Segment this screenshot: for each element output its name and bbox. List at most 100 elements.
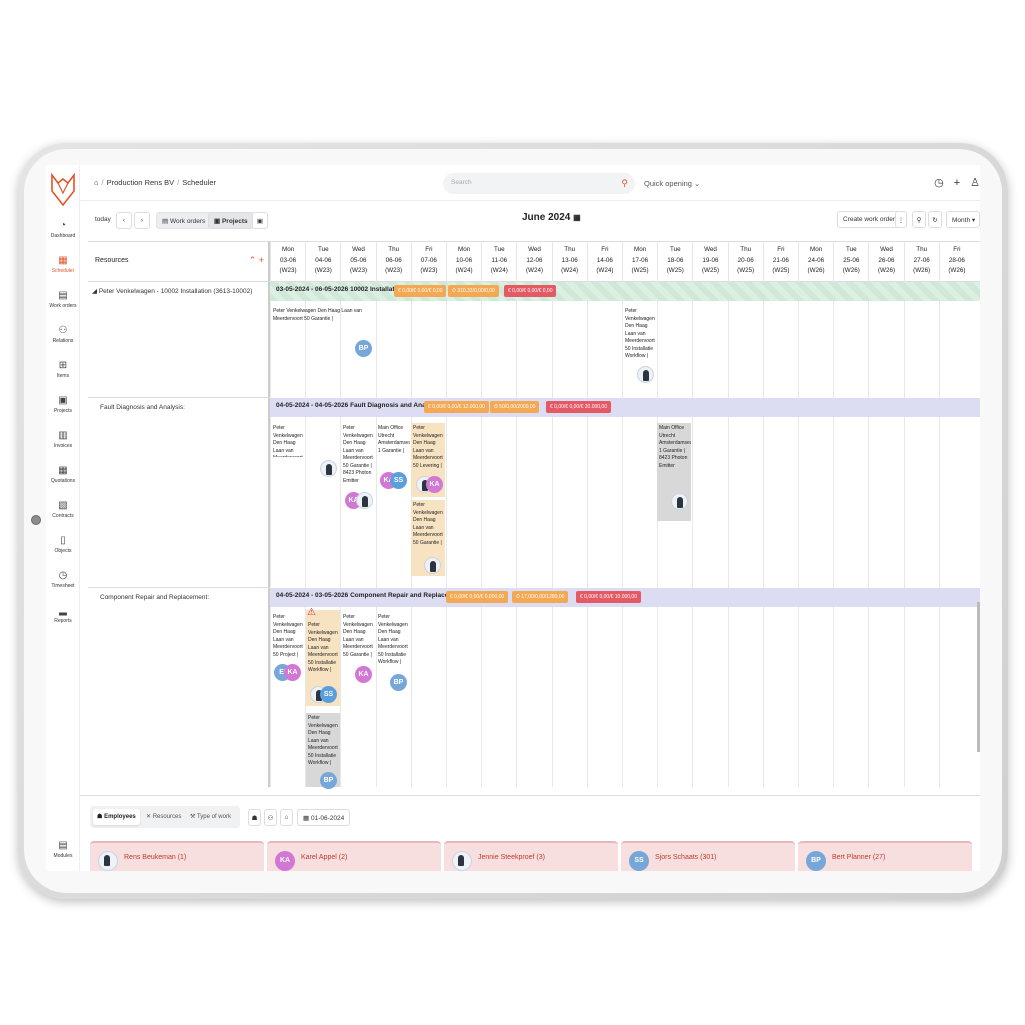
- today-button[interactable]: today: [90, 212, 116, 229]
- work-order-card[interactable]: Peter Venkelwagen Den Haag Laan van Meer…: [306, 610, 340, 706]
- date-picker[interactable]: ▦ 01-06-2024: [297, 809, 351, 826]
- history-icon[interactable]: ◷: [934, 177, 944, 189]
- more-icon[interactable]: ⋮: [895, 211, 907, 228]
- tab-resources[interactable]: ✕ Resources: [142, 809, 185, 825]
- work-order-card[interactable]: Main Office Utrecht Amsterdamsestraatweg…: [378, 425, 410, 454]
- chart-icon: ▂: [59, 605, 67, 616]
- prev-button[interactable]: ‹: [116, 212, 132, 229]
- resource-row[interactable]: Fault Diagnosis and Analysis:: [88, 398, 270, 588]
- vertical-scrollbar[interactable]: [977, 602, 980, 752]
- cost-pill: € 0,00/€ 0,00/€ 20.000,00: [546, 401, 611, 413]
- avatar[interactable]: [637, 366, 654, 383]
- work-order-card[interactable]: Peter Venkelwagen Den Haag Laan van Meer…: [273, 425, 303, 457]
- search-input[interactable]: Search ⚲: [443, 173, 635, 194]
- day-header-wk: (W26): [842, 267, 860, 274]
- plus-icon[interactable]: +: [953, 177, 961, 189]
- avatar[interactable]: SS: [320, 686, 337, 703]
- avatar[interactable]: BP: [390, 674, 407, 691]
- work-orders-toggle[interactable]: ▤ Work orders: [156, 212, 212, 229]
- refresh-icon[interactable]: ↻: [928, 211, 942, 228]
- work-order-card[interactable]: Peter Venkelwagen Den Haag Laan van Meer…: [378, 614, 408, 664]
- collapse-plus-icon[interactable]: ⌃ +: [248, 255, 264, 265]
- resources-label: Resources: [95, 257, 129, 264]
- avatar[interactable]: [356, 492, 373, 509]
- day-header-d: Tue: [493, 246, 505, 253]
- user-icon[interactable]: ♙: [970, 177, 980, 189]
- work-order-card[interactable]: Peter Venkelwagen Den Haag Laan van Meer…: [273, 614, 303, 657]
- projects-toggle[interactable]: ▣ Projects: [208, 212, 254, 229]
- sidebar-item-projects[interactable]: ▣ Projects: [46, 395, 80, 414]
- work-order-card[interactable]: Peter Venkelwagen Den Haag Laan van Meer…: [273, 308, 362, 322]
- top-bar: ⌂ / Production Rens BV / Scheduler Search ⚲ Q…: [80, 165, 980, 201]
- sidebar-item-contracts[interactable]: ▧ Contracts: [46, 500, 80, 519]
- tab-type-of-work[interactable]: ⚒ Type of work: [186, 809, 235, 825]
- employee-card[interactable]: KA Karel Appel (2): [267, 841, 441, 871]
- avatar[interactable]: [424, 557, 441, 574]
- resource-row[interactable]: Component Repair and Replacement:: [88, 588, 270, 787]
- view-label: Month: [952, 217, 971, 224]
- sidebar-item-quotations[interactable]: ▦ Quotations: [46, 465, 80, 484]
- calculator-icon: ▦: [58, 465, 68, 476]
- sidebar-item-timesheet[interactable]: ◷ Timesheet: [46, 570, 80, 589]
- sidebar-item-dashboard[interactable]: ◔ Dashboard: [46, 220, 80, 239]
- sidebar-item-relations[interactable]: ⚇ Relations: [46, 325, 80, 344]
- search-icon[interactable]: ⚲: [912, 211, 926, 228]
- work-order-card[interactable]: Peter Venkelwagen Den Haag Laan van Meer…: [343, 425, 373, 483]
- employee-card[interactable]: Rens Beukeman (1): [90, 841, 264, 871]
- sidebar-item-objects[interactable]: ▯ Objects: [46, 535, 80, 554]
- tab-label: Resources: [152, 814, 182, 820]
- day-header-wk: (W23): [420, 267, 438, 274]
- avatar[interactable]: KA: [284, 664, 301, 681]
- avatar[interactable]: BP: [355, 340, 372, 357]
- sidebar-label: Scheduler: [51, 268, 75, 274]
- avatar[interactable]: [320, 460, 337, 477]
- sidebar-item-modules[interactable]: ▤ Modules: [46, 840, 80, 859]
- avatar[interactable]: KA: [426, 476, 443, 493]
- create-work-order-button[interactable]: Create work order: [837, 211, 902, 228]
- work-order-card[interactable]: Main Office Utrecht Amsterdamsestraatweg…: [657, 423, 691, 521]
- tab-employees[interactable]: ☗ Employees: [93, 809, 140, 825]
- quick-opening-dropdown[interactable]: Quick opening ⌄: [644, 179, 700, 188]
- sidebar-item-work-orders[interactable]: ▤ Work orders: [46, 290, 80, 309]
- day-header-date: 04-06: [315, 256, 332, 264]
- day-header-wk: (W24): [455, 267, 473, 274]
- resources-header: Resources ⌃ +: [88, 242, 270, 282]
- sidebar-item-reports[interactable]: ▂ Reports: [46, 605, 80, 624]
- calendar-icon[interactable]: ▦: [573, 213, 581, 222]
- expand-icon[interactable]: ◢: [92, 288, 97, 295]
- resource-row[interactable]: ◢ Peter Venkelwagen - 10002 Installation…: [88, 282, 270, 398]
- breadcrumb-company[interactable]: Production Rens BV: [106, 178, 175, 187]
- day-column-header: Thu 13-06 (W24): [551, 242, 587, 282]
- avatar[interactable]: SS: [390, 472, 407, 489]
- sidebar-item-scheduler[interactable]: ▦ Scheduler: [46, 255, 80, 274]
- sidebar-item-invoices[interactable]: ▥ Invoices: [46, 430, 80, 449]
- day-column-header: Mon 17-06 (W25): [622, 242, 657, 282]
- employee-card[interactable]: Jennie Steekproef (3): [444, 841, 618, 871]
- avatar[interactable]: [671, 493, 688, 510]
- avatar[interactable]: KA: [355, 666, 372, 683]
- lanes: 03-05-2024 - 06-05-2026 10002 Installati…: [270, 282, 980, 789]
- employee-card[interactable]: BP Bert Planner (27): [798, 841, 972, 871]
- project-bar[interactable]: 04-05-2024 - 04-05-2026 Fault Diagnosis …: [270, 398, 980, 417]
- sidebar-item-items[interactable]: ⊞ Items: [46, 360, 80, 379]
- project-filter-button[interactable]: ▣: [252, 212, 268, 229]
- avatar[interactable]: BP: [320, 772, 337, 789]
- people-icon: ☗: [97, 814, 103, 820]
- employee-card[interactable]: SS Sjors Schaats (301): [621, 841, 795, 871]
- group-filter-icon[interactable]: ⚇: [264, 809, 277, 826]
- hat-filter-icon[interactable]: ⌂: [280, 809, 293, 826]
- project-bar[interactable]: 03-05-2024 - 06-05-2026 10002 Installati…: [270, 282, 980, 301]
- project-bar[interactable]: 04-05-2024 - 03-05-2026 Component Repair…: [270, 588, 980, 607]
- work-order-card[interactable]: Peter Venkelwagen Den Haag Laan van Meer…: [343, 614, 373, 657]
- work-order-card[interactable]: Peter Venkelwagen Den Haag Laan van Meer…: [625, 308, 655, 359]
- home-icon[interactable]: ⌂: [94, 178, 99, 187]
- next-button[interactable]: ›: [134, 212, 150, 229]
- search-icon[interactable]: ⚲: [621, 178, 628, 188]
- view-select[interactable]: Month ▾: [946, 211, 980, 228]
- budget-pill: € 0,00/€ 0,00/€ 12.000,00: [424, 401, 489, 413]
- wrench-icon: ⚒: [190, 814, 196, 820]
- dashboard-icon: ◔: [59, 220, 67, 231]
- day-header-wk: (W26): [807, 267, 825, 274]
- day-header-wk: (W25): [737, 267, 755, 274]
- person-filter-icon[interactable]: ☗: [248, 809, 261, 826]
